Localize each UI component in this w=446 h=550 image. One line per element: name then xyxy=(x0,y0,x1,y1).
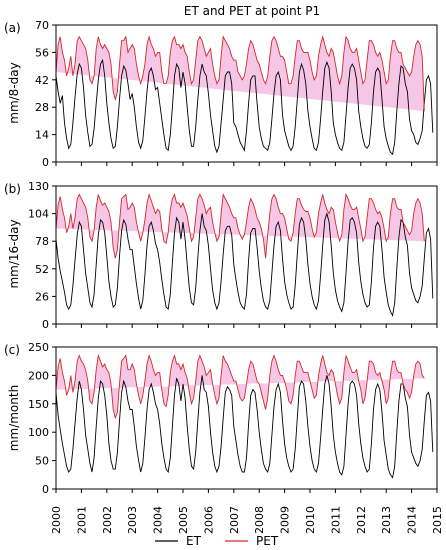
y-tick-label: 0 xyxy=(42,156,49,169)
y-tick-label: 78 xyxy=(35,235,49,248)
x-tick-label: 2000 xyxy=(50,506,63,534)
x-tick-label: 2010 xyxy=(304,506,317,534)
y-tick-label: 100 xyxy=(28,426,49,439)
panel-c: (c) mm/month 0 50 100 150 200 250 2000 2001 2002… xyxy=(4,341,444,534)
x-tick-label: 2015 xyxy=(431,506,444,534)
x-tick-label: 2006 xyxy=(202,506,215,534)
panel-label: (b) xyxy=(4,182,21,196)
y-axis-label: mm/month xyxy=(7,385,21,451)
x-tick-label: 2008 xyxy=(253,506,266,534)
y-tick-label: 28 xyxy=(35,101,49,114)
legend-pet-label: PET xyxy=(256,534,279,548)
plot-frame xyxy=(55,185,438,325)
x-tick-label: 2014 xyxy=(406,506,419,534)
series-line-pet xyxy=(55,192,425,259)
x-tick-label: 2005 xyxy=(177,506,190,534)
fill-between-area xyxy=(56,194,425,259)
panel-a: (a) mm/8-day 0 14 28 42 56 70 xyxy=(4,19,438,169)
y-tick-label: 0 xyxy=(42,483,49,496)
plot-frame xyxy=(55,346,438,490)
panel-label: (a) xyxy=(4,21,21,35)
y-tick-label: 130 xyxy=(28,180,49,193)
x-tick-label: 2001 xyxy=(75,506,88,534)
figure-title: ET and PET at point P1 xyxy=(184,4,320,18)
x-tick-label: 2002 xyxy=(101,506,114,534)
plot-area: 0 50 100 150 200 250 2000 2001 2002 2003 2004 2005 2… xyxy=(28,341,444,534)
y-tick-label: 14 xyxy=(35,129,49,142)
y-tick-label: 150 xyxy=(28,398,49,411)
series-line-et xyxy=(55,375,434,479)
series-line-pet xyxy=(55,34,425,112)
series-line-et xyxy=(55,58,434,156)
y-tick-label: 200 xyxy=(28,369,49,382)
y-axis-label: mm/8-day xyxy=(7,62,21,123)
panel-label: (c) xyxy=(4,343,20,357)
y-tick-label: 42 xyxy=(35,74,49,87)
x-tick-label: 2004 xyxy=(152,506,165,534)
y-tick-label: 104 xyxy=(28,208,49,221)
y-tick-label: 70 xyxy=(35,19,49,32)
legend-et-label: ET xyxy=(186,534,202,548)
x-tick-label: 2013 xyxy=(380,506,393,534)
series-line-et xyxy=(55,212,434,317)
y-tick-label: 0 xyxy=(42,318,49,331)
x-tick-label: 2007 xyxy=(228,506,241,534)
y-tick-label: 26 xyxy=(35,290,49,303)
plot-frame xyxy=(55,24,438,163)
y-tick-label: 50 xyxy=(35,455,49,468)
x-tick-label: 2011 xyxy=(329,506,342,534)
y-tick-label: 250 xyxy=(28,341,49,354)
plot-area: 0 14 28 42 56 70 xyxy=(35,19,438,169)
y-tick-label: 56 xyxy=(35,46,49,59)
y-axis-label: mm/16-day xyxy=(7,219,21,288)
panel-b: (b) mm/16-day 0 26 52 78 104 130 xyxy=(4,180,438,331)
x-tick-label: 2003 xyxy=(126,506,139,534)
x-tick-label: 2009 xyxy=(279,506,292,534)
series-line-pet xyxy=(55,353,425,420)
legend: ET PET xyxy=(155,534,279,548)
fill-between-area xyxy=(56,36,425,112)
y-tick-label: 52 xyxy=(35,263,49,276)
plot-area: 0 26 52 78 104 130 xyxy=(28,180,438,331)
x-tick-label: 2012 xyxy=(355,506,368,534)
